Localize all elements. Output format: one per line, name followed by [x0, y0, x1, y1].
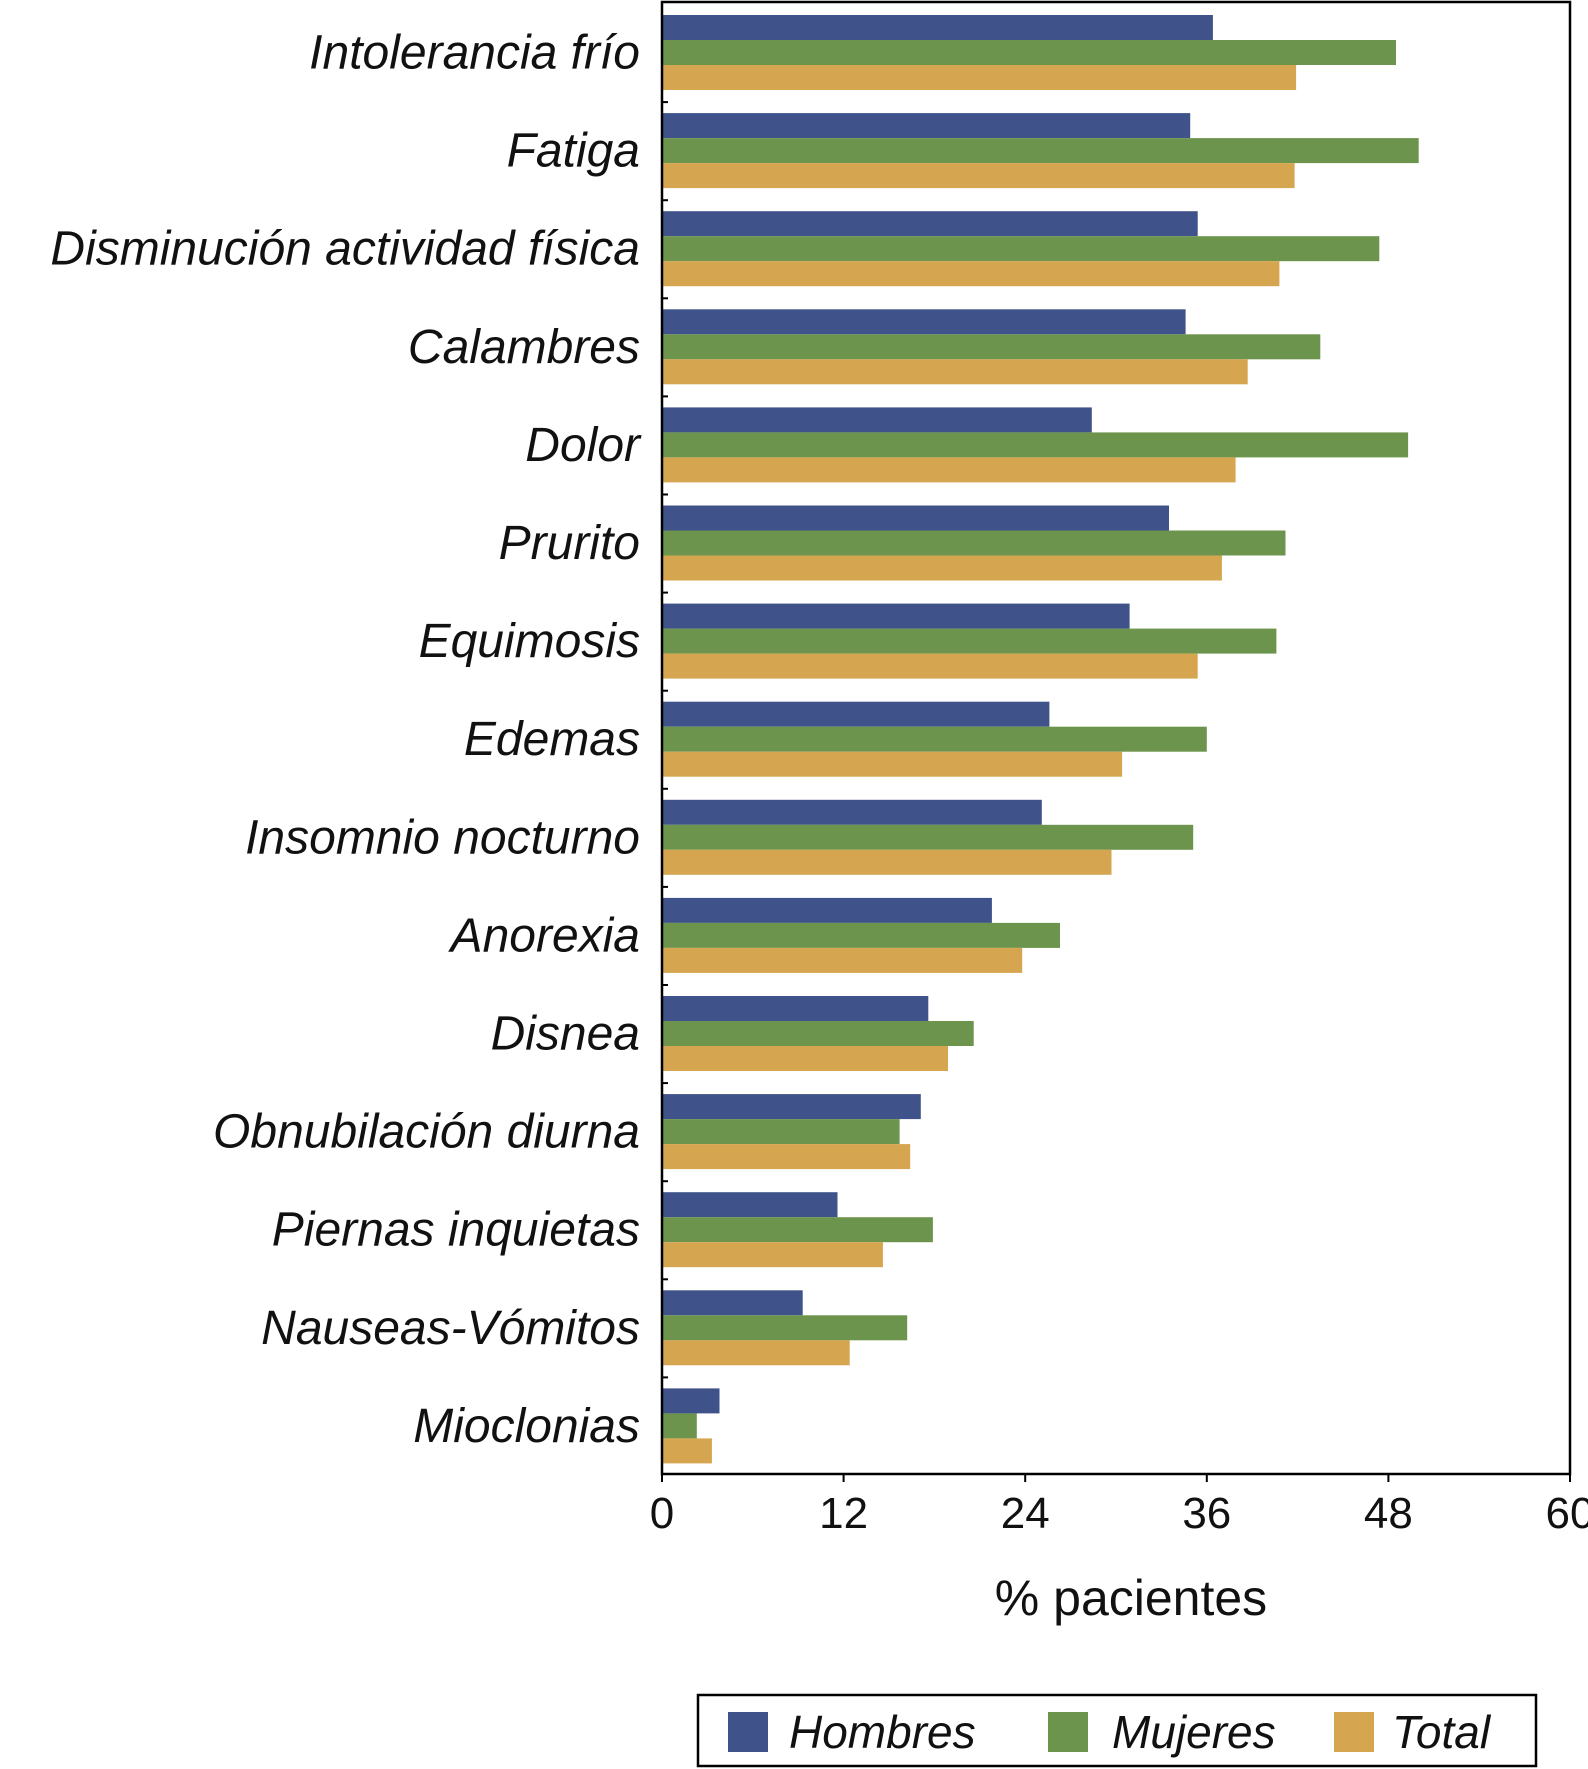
bar — [662, 1340, 850, 1366]
bar — [662, 163, 1295, 189]
bar — [662, 555, 1222, 581]
bar — [662, 505, 1169, 531]
bar — [662, 15, 1213, 40]
category-label: Insomnio nocturno — [245, 811, 640, 864]
plot-frame — [660, 0, 1572, 1476]
bar — [662, 407, 1092, 433]
x-tick-label: 24 — [1001, 1489, 1050, 1538]
bar — [662, 113, 1191, 139]
category-label: Nauseas-Vómitos — [261, 1302, 640, 1355]
category-label: Equimosis — [419, 615, 640, 668]
legend-label: Hombres — [789, 1706, 976, 1758]
category-label: Disnea — [491, 1008, 640, 1061]
legend-items: Hombres Mujeres Total — [728, 1706, 1492, 1758]
x-tick-label: 0 — [650, 1489, 674, 1538]
bar — [662, 1388, 720, 1414]
legend-swatch — [1048, 1712, 1088, 1752]
x-tick-labels: 0 12 24 36 48 60 — [650, 1489, 1588, 1538]
bar — [662, 1094, 921, 1120]
category-label: Fatiga — [507, 125, 640, 178]
x-tick-label: 12 — [819, 1489, 868, 1538]
category-labels: Intolerancia frío Fatiga Disminución activ… — [50, 27, 642, 1453]
x-tick-label: 36 — [1182, 1489, 1231, 1538]
bar — [662, 1021, 974, 1046]
bar — [662, 922, 1060, 948]
bar — [662, 359, 1248, 385]
bar — [662, 1413, 697, 1439]
bar — [662, 1192, 838, 1218]
bar — [662, 701, 1050, 727]
legend-label: Mujeres — [1112, 1706, 1276, 1758]
legend-label: Total — [1392, 1706, 1492, 1758]
category-label: Obnubilación diurna — [213, 1106, 640, 1159]
category-label: Prurito — [499, 517, 640, 570]
category-label: Dolor — [525, 419, 642, 472]
category-label: Intolerancia frío — [309, 27, 640, 80]
bar — [662, 1290, 803, 1316]
x-axis-title: % pacientes — [995, 1570, 1267, 1626]
bar — [662, 996, 929, 1021]
legend-frame — [696, 1693, 1538, 1768]
bar — [662, 1242, 883, 1268]
bar — [662, 236, 1380, 262]
bar — [662, 1046, 948, 1071]
bar — [662, 334, 1321, 360]
legend-swatch — [728, 1712, 768, 1752]
ticks-layer — [661, 101, 1571, 1482]
bar — [662, 261, 1280, 287]
bar — [662, 1217, 933, 1243]
bar — [662, 1144, 911, 1170]
category-label: Piernas inquietas — [272, 1204, 640, 1257]
bar — [662, 824, 1194, 850]
bar — [662, 726, 1207, 752]
category-label: Edemas — [464, 713, 640, 766]
legend: Hombres Mujeres Total — [696, 1693, 1538, 1768]
bar — [662, 530, 1286, 556]
bar — [662, 40, 1396, 65]
category-label: Calambres — [408, 321, 640, 374]
category-label: Mioclonias — [413, 1400, 640, 1453]
x-tick-label: 60 — [1546, 1489, 1588, 1538]
bar — [662, 653, 1198, 679]
category-label: Disminución actividad física — [50, 223, 640, 276]
bar — [662, 947, 1023, 973]
bar — [662, 897, 992, 923]
bar — [662, 138, 1419, 164]
bar — [662, 849, 1112, 875]
bars-layer — [662, 15, 1419, 1464]
bar — [662, 751, 1123, 777]
bar — [662, 432, 1409, 458]
category-label: Anorexia — [448, 909, 640, 962]
bar — [662, 457, 1236, 483]
bar — [662, 628, 1277, 654]
x-tick-label: 48 — [1364, 1489, 1413, 1538]
bar — [662, 65, 1297, 90]
bar — [662, 211, 1198, 237]
bar — [662, 309, 1186, 335]
bar — [662, 799, 1042, 825]
legend-swatch — [1334, 1712, 1374, 1752]
bar — [662, 1119, 900, 1145]
bar — [662, 603, 1130, 629]
bar — [662, 1315, 908, 1341]
bar — [662, 1438, 712, 1464]
